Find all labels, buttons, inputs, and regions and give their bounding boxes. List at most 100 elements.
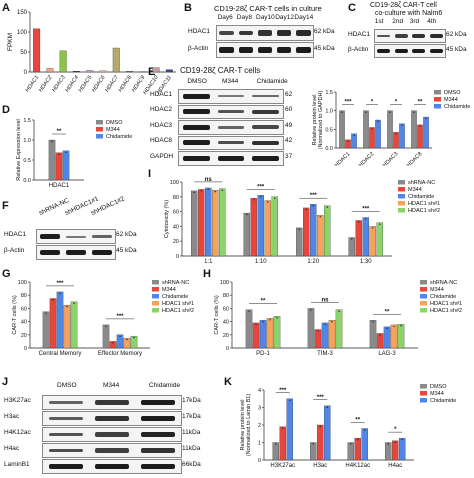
y-tick-label: 0.5 [325, 127, 333, 133]
protein-band [217, 95, 245, 98]
protein-band [252, 155, 279, 161]
protein-band [412, 33, 426, 39]
protein-band [140, 448, 176, 453]
protein-band [94, 400, 130, 405]
y-tick-label: 0.5 [23, 158, 31, 164]
bar [250, 198, 258, 257]
protein-band [48, 463, 84, 470]
legend-swatch [152, 308, 159, 313]
y-tick-label: 20 [173, 239, 179, 245]
bar [55, 152, 63, 181]
blot-row-label: β-Actin [4, 247, 25, 254]
data-point [358, 221, 360, 223]
blot-row-label: HDAC1 [150, 90, 173, 98]
bar [316, 215, 324, 257]
protein-band [40, 249, 60, 256]
protein-band [183, 109, 210, 115]
y-axis-label: Cytotoxicity (%) [164, 200, 170, 238]
protein-band [217, 125, 245, 129]
legend-swatch [398, 194, 405, 199]
y-tick-label: 60 [21, 306, 27, 312]
bar [375, 119, 381, 149]
x-tick-label: H3ac [313, 463, 327, 469]
x-tick-label: TIM-3 [317, 351, 333, 357]
sig-label: ** [57, 129, 62, 135]
protein-band [94, 448, 130, 453]
data-point [386, 327, 388, 330]
legend-swatch [398, 201, 405, 206]
lane-label: 2nd [392, 18, 404, 25]
y-tick-label: 40 [223, 320, 229, 326]
legend-swatch [434, 90, 441, 95]
protein-band [252, 109, 279, 114]
bar [99, 70, 107, 73]
data-point [214, 190, 216, 193]
panel-b-title: CD19-28ζ CAR-T cells in culture [214, 4, 322, 13]
legend-swatch [420, 398, 427, 403]
legend-label: HDAC1 sh#2 [162, 308, 194, 314]
x-tick-label: PD-1 [256, 351, 270, 357]
x-tick-label: HDAC1 [49, 183, 70, 189]
kda-label: 60 [285, 106, 293, 114]
x-tick-label: H4K12ac [345, 463, 370, 469]
panel-c-title-1: CD19-28ζ CAR-T cell [370, 2, 437, 9]
sig-label: * [395, 100, 398, 106]
data-point [51, 140, 53, 143]
bar [369, 127, 375, 149]
data-point [326, 406, 328, 408]
y-tick-label: 100 [220, 280, 229, 286]
legend-swatch [420, 301, 427, 306]
y-tick-label: 100 [18, 280, 27, 286]
bar [130, 335, 138, 349]
legend-swatch [420, 391, 427, 396]
lane-label: 4th [427, 18, 437, 25]
kda-label: 11kDa [182, 445, 201, 452]
sig-label: ** [418, 100, 423, 106]
y-axis-label: Relative Expression level [16, 119, 22, 180]
panel-b-blot: Day6 Day8 Day10 Day12 Day14 HDAC1 62 kDa β-Acti… [184, 14, 344, 60]
sig-label: *** [279, 388, 287, 394]
protein-band [429, 48, 443, 54]
legend-label: HDAC1 sh#2 [408, 208, 440, 214]
bar [86, 70, 94, 73]
sig-label: ns [321, 297, 329, 303]
bar [347, 442, 355, 461]
y-tick-label: 0 [24, 70, 28, 76]
legend-swatch [420, 308, 427, 313]
data-point [276, 317, 278, 319]
protein-band [276, 30, 292, 36]
sig-label: * [394, 427, 397, 433]
data-point [200, 190, 202, 192]
y-tick-label: 4 [258, 388, 261, 394]
y-tick-label: 80 [173, 195, 179, 201]
data-point [371, 128, 373, 130]
blot-row-label: GAPDH [150, 152, 174, 160]
y-tick-label: 0.0 [23, 178, 31, 184]
sig-label: ** [261, 299, 266, 305]
y-axis-label: Relative protein level [312, 94, 318, 145]
protein-band [429, 33, 443, 39]
x-tick-label: 1:30 [360, 259, 372, 265]
data-point [379, 223, 381, 225]
blot-strip [178, 151, 284, 166]
bar [398, 437, 406, 461]
y-tick-label: 50 [20, 50, 27, 56]
x-tick-label: H4ac [388, 463, 402, 469]
data-point [73, 302, 75, 304]
data-point [65, 151, 67, 153]
legend-label: Chidamide [430, 398, 456, 404]
panel-i-chart: 0 20 40 60 80 100 Cytotoxicity (%) ns 1:1 *** 1:10… [164, 177, 440, 265]
bar [243, 212, 251, 257]
protein-band [238, 30, 254, 36]
bar [376, 333, 384, 349]
data-point [331, 321, 333, 323]
x-tick-label: 1:20 [307, 259, 319, 265]
legend-label: HDAC1 sh#1 [430, 301, 462, 307]
x-tick-label: HDAC3 [382, 151, 399, 166]
bar [245, 309, 253, 349]
bar [302, 207, 310, 257]
protein-band [219, 46, 234, 54]
protein-band [94, 416, 130, 421]
data-point [387, 443, 389, 445]
lane-label: Day10 [256, 14, 275, 21]
